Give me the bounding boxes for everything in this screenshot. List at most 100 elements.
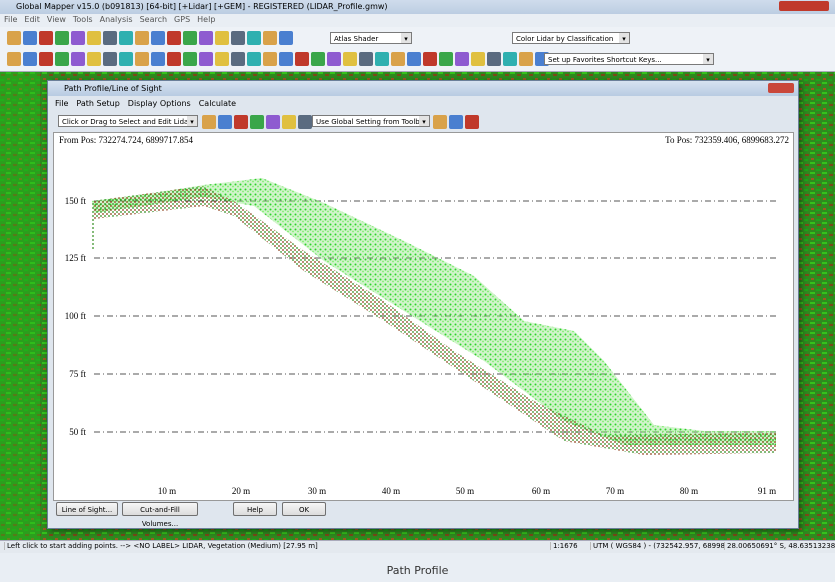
tool-icon[interactable] — [263, 31, 277, 45]
tool-icon[interactable] — [55, 31, 69, 45]
tool-icon[interactable] — [263, 52, 277, 66]
tool-icon[interactable] — [55, 52, 69, 66]
tool-icon[interactable] — [503, 52, 517, 66]
tool-icon[interactable] — [87, 31, 101, 45]
y-label: 150 ft — [65, 196, 87, 206]
button[interactable]: OK — [282, 502, 326, 516]
tool-icon[interactable] — [23, 52, 37, 66]
tool-icon[interactable] — [359, 52, 373, 66]
tool-icon[interactable] — [7, 31, 21, 45]
lidar-color-select[interactable]: Color Lidar by Classification — [512, 32, 630, 44]
tool-icon[interactable] — [199, 52, 213, 66]
tool-icon[interactable] — [250, 115, 264, 129]
tool-icon[interactable] — [282, 115, 296, 129]
close-button[interactable] — [768, 83, 794, 93]
caption: Path Profile — [386, 564, 449, 577]
menu-item[interactable]: Search — [139, 15, 168, 24]
tool-icon[interactable] — [471, 52, 485, 66]
tool-icon[interactable] — [215, 31, 229, 45]
tool-icon[interactable] — [465, 115, 479, 129]
tool-icon[interactable] — [119, 52, 133, 66]
dialog-title: Path Profile/Line of Sight — [64, 84, 162, 93]
tool-icon[interactable] — [39, 52, 53, 66]
menu-item[interactable]: Tools — [72, 15, 93, 24]
x-label: 50 m — [456, 486, 474, 496]
tool-icon[interactable] — [231, 52, 245, 66]
tool-icon[interactable] — [311, 52, 325, 66]
tool-icon[interactable] — [167, 31, 181, 45]
to-pos: To Pos: 732359.406, 6899683.272 — [665, 135, 789, 145]
menu-item[interactable]: Display Options — [127, 99, 191, 108]
menu-item[interactable]: Calculate — [198, 99, 237, 108]
tool-icon[interactable] — [39, 31, 53, 45]
tool-icon[interactable] — [183, 31, 197, 45]
menu-item[interactable]: File — [4, 15, 18, 24]
tool-icon[interactable] — [295, 52, 309, 66]
tool-icon[interactable] — [327, 52, 341, 66]
mode-select[interactable]: Click or Drag to Select and Edit Lidar P… — [58, 115, 198, 127]
tool-icon[interactable] — [218, 115, 232, 129]
menu-item[interactable]: File — [55, 99, 69, 108]
menu-item[interactable]: Edit — [24, 15, 40, 24]
tool-icon[interactable] — [199, 31, 213, 45]
shader-select[interactable]: Atlas Shader — [330, 32, 412, 44]
tool-icon[interactable] — [71, 31, 85, 45]
tool-icon[interactable] — [279, 31, 293, 45]
tool-icon[interactable] — [151, 31, 165, 45]
tool-icon[interactable] — [119, 31, 133, 45]
x-label: 40 m — [382, 486, 400, 496]
toolbars: Atlas Shader Color Lidar by Classificati… — [0, 27, 835, 72]
tool-icon[interactable] — [519, 52, 533, 66]
y-label: 100 ft — [65, 311, 87, 321]
tool-icon[interactable] — [455, 52, 469, 66]
tool-icon[interactable] — [87, 52, 101, 66]
tool-icon[interactable] — [135, 52, 149, 66]
tool-icon[interactable] — [103, 31, 117, 45]
tool-icon[interactable] — [7, 52, 21, 66]
tool-icon[interactable] — [231, 31, 245, 45]
x-label: 91 m — [758, 486, 776, 496]
tool-icon[interactable] — [449, 115, 463, 129]
menu-item[interactable]: Analysis — [99, 15, 133, 24]
tool-icon[interactable] — [103, 52, 117, 66]
tool-icon[interactable] — [23, 31, 37, 45]
tool-icon[interactable] — [439, 52, 453, 66]
tool-icon[interactable] — [247, 31, 261, 45]
window-controls[interactable] — [779, 1, 829, 11]
tool-icon[interactable] — [279, 52, 293, 66]
tool-icon[interactable] — [234, 115, 248, 129]
x-label: 80 m — [680, 486, 698, 496]
button[interactable]: Help — [233, 502, 277, 516]
tool-icon[interactable] — [71, 52, 85, 66]
tool-icon[interactable] — [167, 52, 181, 66]
tool-icon[interactable] — [135, 31, 149, 45]
menu-bar: File Edit View Tools Analysis Search GPS Help — [4, 15, 215, 26]
tool-icon[interactable] — [343, 52, 357, 66]
menu-item[interactable]: View — [46, 15, 66, 24]
menu-item[interactable]: GPS — [174, 15, 191, 24]
x-label: 20 m — [232, 486, 250, 496]
status-field: 28.00650691° S, 48.63513238° W — [724, 542, 835, 550]
tool-icon[interactable] — [433, 115, 447, 129]
tool-icon[interactable] — [487, 52, 501, 66]
tool-icon[interactable] — [407, 52, 421, 66]
tool-icon[interactable] — [151, 52, 165, 66]
tool-icon[interactable] — [298, 115, 312, 129]
tool-icon[interactable] — [266, 115, 280, 129]
tool-icon[interactable] — [183, 52, 197, 66]
profile-chart: From Pos: 732274.724, 6899717.854 To Pos… — [53, 132, 794, 501]
button[interactable]: Line of Sight... — [56, 502, 118, 516]
tool-icon[interactable] — [375, 52, 389, 66]
favorites-select[interactable]: Set up Favorites Shortcut Keys... — [544, 53, 714, 65]
menu-item[interactable]: Help — [197, 15, 216, 24]
button[interactable]: Cut-and-Fill Volumes... — [122, 502, 198, 528]
menu-item[interactable]: Path Setup — [76, 99, 120, 108]
tool-icon[interactable] — [202, 115, 216, 129]
tool-icon[interactable] — [423, 52, 437, 66]
setting-select[interactable]: Use Global Setting from Toolbar — [312, 115, 430, 127]
tool-icon[interactable] — [391, 52, 405, 66]
from-pos: From Pos: 732274.724, 6899717.854 — [59, 135, 194, 145]
x-label: 60 m — [532, 486, 550, 496]
tool-icon[interactable] — [215, 52, 229, 66]
tool-icon[interactable] — [247, 52, 261, 66]
